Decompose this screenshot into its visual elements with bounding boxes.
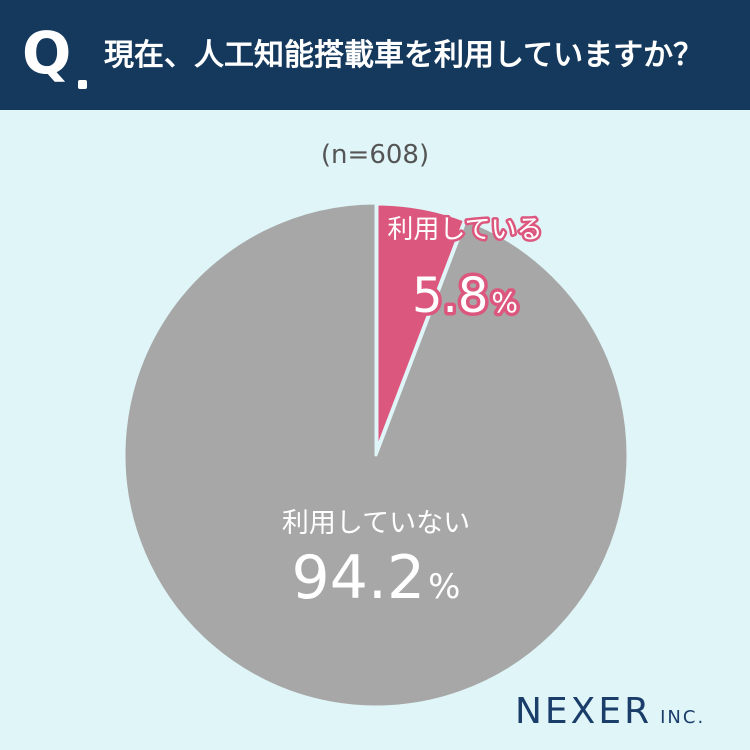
question-mark-label: Q [22,19,72,87]
question-header: Q 現在、人工知能搭載車を利用していますか？ [0,0,750,110]
pie-slice-1-unit: % [491,286,518,319]
sample-size-label: (n=608) [320,140,430,170]
logo-main-text: NEXER [515,691,653,732]
pie-slice-1-label: 利用している [387,215,542,245]
pie-slice-2-value: 94.2% [292,543,461,613]
pie-slice-2-unit: % [428,567,460,607]
pie-slice-1-value: 5.8% [412,268,518,324]
question-mark-dot [78,80,87,89]
pie-slice-2-label: 利用していない [282,508,470,539]
nexer-logo: NEXER INC. [515,690,735,734]
pie-slice-2 [122,201,630,709]
question-text: 現在、人工知能搭載車を利用していますか？ [104,38,704,73]
logo-suffix-text: INC. [660,707,706,728]
pie-slice-1-number: 5.8 [412,268,488,324]
pie-slice-2-number: 94.2 [292,543,426,613]
